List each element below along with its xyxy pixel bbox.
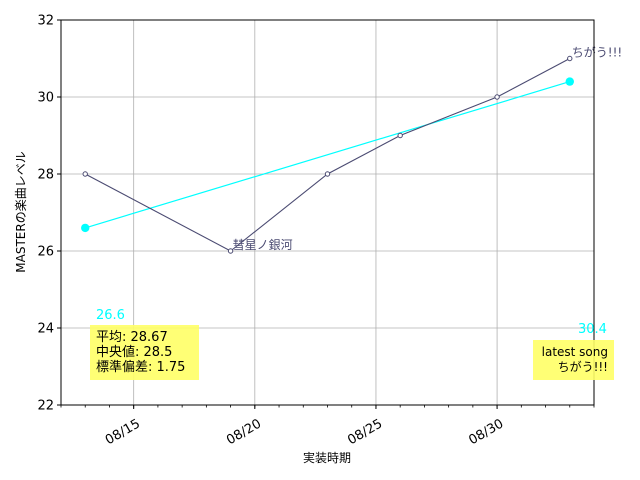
stats-box bbox=[90, 325, 199, 380]
x-tick-label: 08/25 bbox=[345, 416, 385, 448]
x-tick-label: 08/20 bbox=[224, 416, 264, 448]
level-data-point bbox=[227, 248, 234, 254]
point-label: ちがう!!! bbox=[572, 45, 622, 60]
latest-song-title: latest song bbox=[542, 345, 608, 359]
point-label: 彗星ノ銀河 bbox=[233, 238, 293, 252]
y-tick-label: 32 bbox=[37, 14, 54, 29]
level-data-point bbox=[397, 132, 403, 139]
level-data-point bbox=[494, 94, 500, 100]
y-axis-label: MASTERの楽曲レベル bbox=[14, 151, 28, 272]
y-tick-label: 28 bbox=[37, 168, 54, 183]
level-data-point bbox=[567, 55, 573, 62]
trend-end-label: 30.4 bbox=[578, 322, 607, 337]
trend-start-label: 26.6 bbox=[96, 308, 125, 323]
x-axis-label: 実装時期 bbox=[303, 450, 351, 465]
stats-median: 中央値: 28.5 bbox=[96, 344, 172, 360]
annotations: 26.6 30.4 平均: 28.67 中央値: 28.5 標準偏差: 1.75… bbox=[90, 308, 614, 380]
series-layer: 彗星ノ銀河 ちがう!!! bbox=[81, 45, 622, 254]
stats-mean: 平均: 28.67 bbox=[96, 330, 168, 345]
x-tick-label: 08/15 bbox=[103, 416, 143, 448]
y-tick-label: 26 bbox=[37, 245, 54, 260]
y-tick-label: 24 bbox=[37, 322, 54, 337]
stats-stddev: 標準偏差: 1.75 bbox=[96, 359, 185, 375]
trend-line bbox=[85, 81, 570, 229]
y-tick-label: 22 bbox=[37, 399, 54, 414]
trend-point bbox=[81, 223, 90, 233]
level-data-point bbox=[82, 171, 88, 177]
x-tick-label: 08/30 bbox=[466, 416, 506, 448]
trend-point bbox=[565, 77, 574, 86]
level-series-line bbox=[84, 58, 571, 252]
latest-song-box bbox=[533, 340, 614, 380]
y-tick-label: 30 bbox=[37, 91, 54, 106]
level-data-point bbox=[324, 171, 331, 177]
latest-song-name: ちがう!!! bbox=[558, 359, 608, 374]
